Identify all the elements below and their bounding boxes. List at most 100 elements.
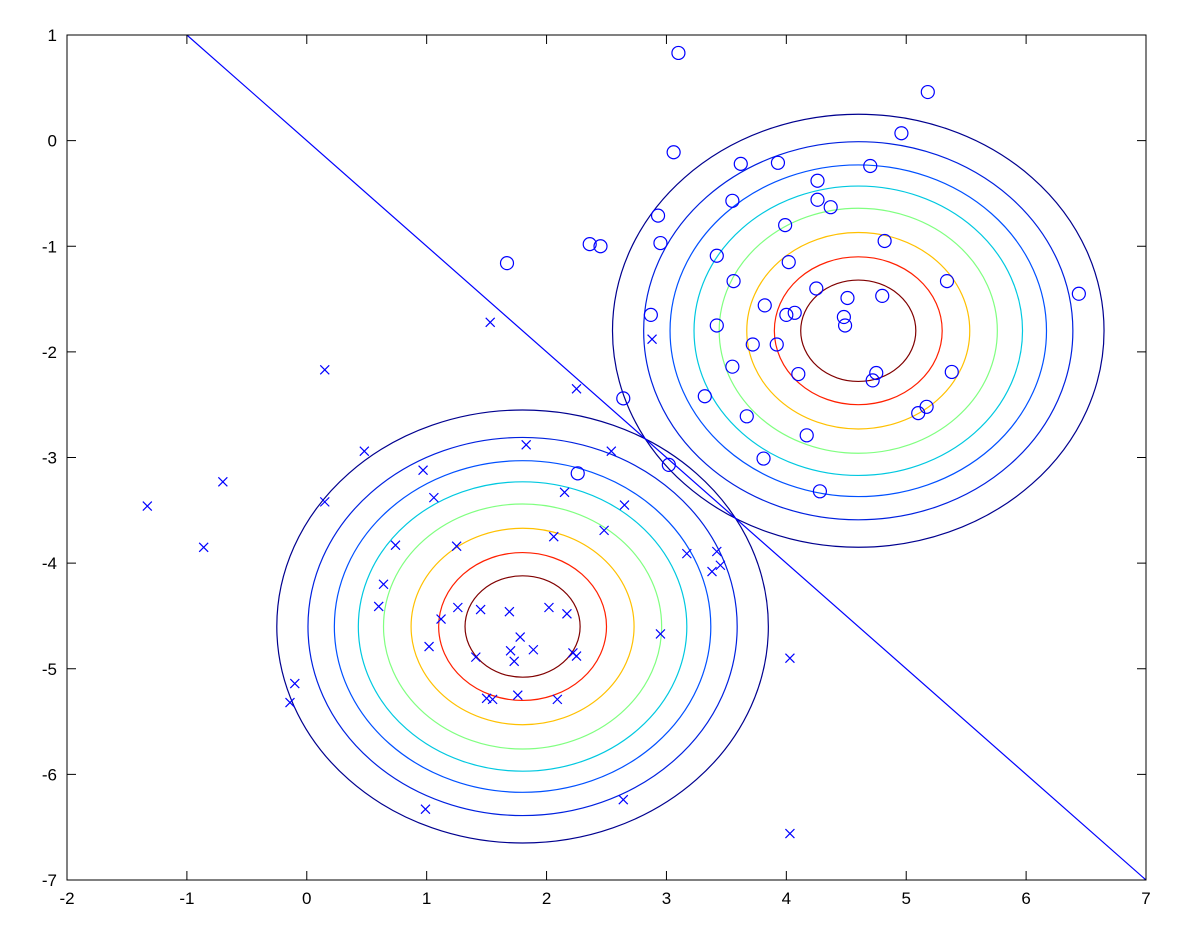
circle-point — [756, 451, 771, 466]
circle-point — [666, 145, 681, 160]
circle-point — [661, 457, 676, 472]
cross-point — [562, 608, 572, 619]
plot-area — [142, 35, 1146, 880]
x-tick-label: 0 — [302, 889, 311, 908]
cross-point — [515, 632, 526, 642]
circle-point — [725, 359, 740, 374]
circle-point — [570, 466, 585, 481]
cross-point — [485, 317, 496, 328]
circle-point — [697, 389, 712, 404]
circle-point — [733, 156, 748, 171]
x-tick-label: -2 — [59, 889, 74, 908]
decision-line — [186, 35, 1146, 880]
cross-point — [509, 656, 520, 667]
contour — [800, 279, 917, 383]
y-tick-label: -7 — [42, 871, 57, 890]
x-tick-label: 2 — [542, 889, 551, 908]
x-tick-label: -1 — [179, 889, 194, 908]
y-tick-label: -1 — [42, 237, 57, 256]
circle-point — [865, 373, 880, 388]
cross-point — [505, 645, 516, 656]
circle-point — [582, 237, 597, 252]
frame — [66, 34, 1147, 881]
cross-point — [475, 604, 486, 615]
circle-point — [745, 337, 760, 352]
contour — [746, 231, 971, 430]
contour — [276, 409, 769, 844]
cross-point — [559, 487, 570, 498]
x-tick-label: 7 — [1141, 889, 1150, 908]
circle-point — [863, 158, 878, 174]
contour — [611, 113, 1105, 548]
cross-point — [571, 651, 582, 661]
circle-point — [799, 428, 814, 443]
x-tick-label: 3 — [662, 889, 671, 908]
cross-point — [606, 446, 617, 457]
y-tick-label: -2 — [42, 343, 57, 362]
x-tick-label: 1 — [422, 889, 431, 908]
y-tick-label: 0 — [48, 132, 57, 151]
y-tick-label: -3 — [42, 449, 57, 468]
circle-point — [840, 290, 855, 306]
y-tick-label: 1 — [48, 26, 57, 45]
cross-point — [512, 690, 523, 701]
circle-point — [1071, 286, 1086, 301]
y-tick-label: -5 — [42, 660, 57, 679]
cross-point — [289, 678, 300, 689]
cross-point — [655, 628, 666, 639]
cross-point — [785, 828, 795, 839]
cross-point — [359, 446, 370, 457]
cross-point — [647, 334, 657, 345]
circle-point — [781, 254, 796, 270]
circle-point — [616, 391, 631, 406]
circle-point — [769, 337, 784, 352]
cross-point — [481, 693, 492, 704]
circle-point — [837, 318, 853, 333]
circle-point — [812, 484, 828, 499]
x-tick-label: 4 — [782, 889, 791, 908]
circle-point — [875, 288, 890, 303]
circle-point — [650, 208, 666, 223]
contour — [333, 460, 712, 793]
cross-point — [528, 644, 539, 655]
circle-point — [787, 305, 802, 320]
circle-point — [869, 365, 884, 381]
circle-point — [726, 274, 741, 289]
cross-point — [487, 694, 498, 705]
cross-point — [521, 439, 532, 450]
x-tick-label: 6 — [1021, 889, 1030, 908]
circle-point — [778, 218, 793, 233]
cross-point — [715, 560, 726, 571]
circle-point — [809, 281, 824, 296]
cross-point — [378, 579, 389, 590]
y-tick-label: -6 — [42, 765, 57, 784]
contour — [693, 185, 1024, 477]
cross-point — [373, 601, 384, 612]
cross-point — [319, 496, 330, 507]
cross-point — [436, 614, 446, 625]
circle-point — [739, 409, 754, 424]
cross-point — [217, 476, 228, 487]
cross-point — [707, 566, 717, 577]
circle-point — [919, 399, 934, 414]
circle-point — [894, 126, 909, 141]
x-tick-label: 5 — [901, 889, 910, 908]
circle-point — [770, 155, 786, 170]
cross-point — [470, 652, 481, 663]
circle-point — [791, 366, 806, 382]
circle-point — [671, 45, 686, 61]
contour — [669, 164, 1048, 498]
circle-point — [836, 309, 851, 325]
contour — [410, 527, 635, 726]
circle-point — [593, 239, 608, 254]
cross-point — [428, 492, 439, 503]
circle-point — [709, 318, 724, 333]
contour — [357, 481, 688, 772]
y-tick-label: -4 — [42, 554, 57, 573]
cross-point — [599, 525, 610, 536]
circle-point — [920, 84, 935, 100]
circle-point — [757, 298, 772, 313]
contour — [643, 141, 1074, 521]
circle-point — [810, 173, 825, 188]
cross-point — [552, 694, 563, 705]
